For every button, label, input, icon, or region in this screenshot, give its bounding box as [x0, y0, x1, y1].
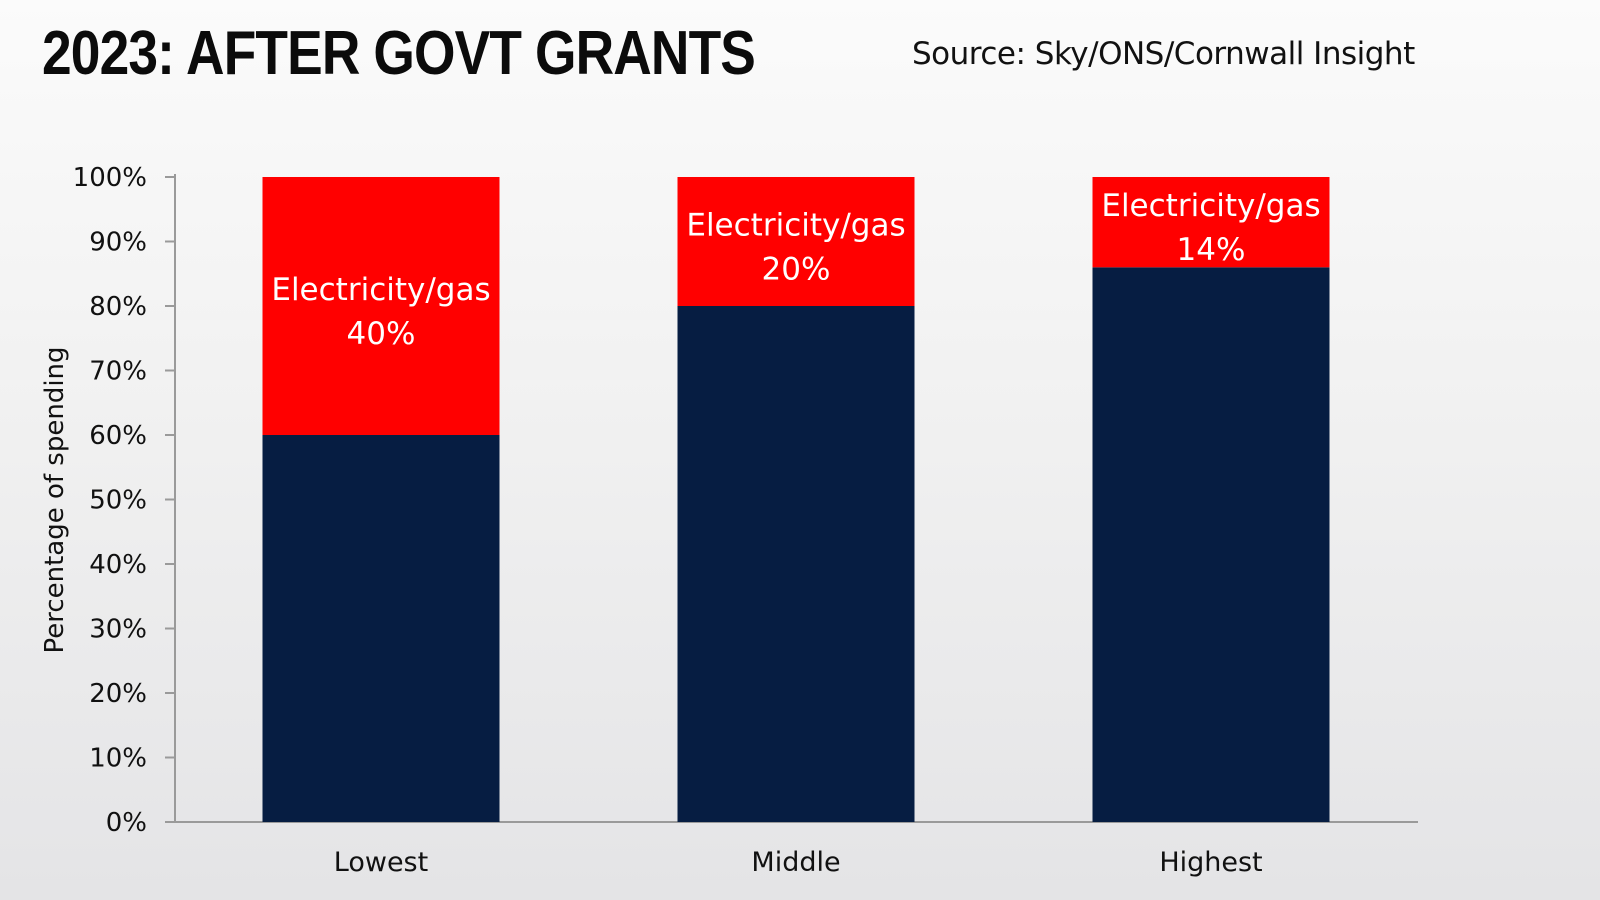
y-tick-label: 60%: [89, 421, 147, 451]
x-category-label: Highest: [1159, 847, 1262, 878]
bar-segment-electricity-gas: [677, 177, 915, 306]
y-tick-label: 20%: [89, 679, 147, 709]
bar-segment-electricity-gas: [262, 177, 500, 435]
source-note: Source: Sky/ONS/Cornwall Insight: [912, 36, 1415, 72]
segment-label-name: Electricity/gas: [271, 272, 490, 308]
y-tick-label: 30%: [89, 615, 147, 645]
y-tick-label: 90%: [89, 228, 147, 258]
segment-label-name: Electricity/gas: [686, 208, 905, 244]
bar-segment-other: [677, 306, 915, 822]
y-tick-label: 10%: [89, 744, 147, 774]
y-tick-label: 70%: [89, 357, 147, 387]
bar-segment-other: [262, 435, 500, 822]
x-category-label: Lowest: [334, 847, 428, 878]
segment-label-name: Electricity/gas: [1101, 188, 1320, 224]
y-tick-label: 100%: [73, 163, 147, 193]
page-title: 2023: AFTER GOVT GRANTS: [42, 19, 756, 88]
x-category-label: Middle: [751, 847, 840, 878]
y-tick-label: 80%: [89, 292, 147, 322]
bar-segment-other: [1092, 267, 1330, 822]
segment-label-value: 20%: [762, 252, 831, 288]
bar-segment-electricity-gas: [1092, 177, 1330, 268]
segment-label-value: 14%: [1177, 232, 1246, 268]
y-tick-label: 0%: [106, 808, 147, 838]
y-tick-label: 40%: [89, 550, 147, 580]
segment-label-value: 40%: [347, 316, 416, 352]
y-tick-label: 50%: [89, 486, 147, 516]
